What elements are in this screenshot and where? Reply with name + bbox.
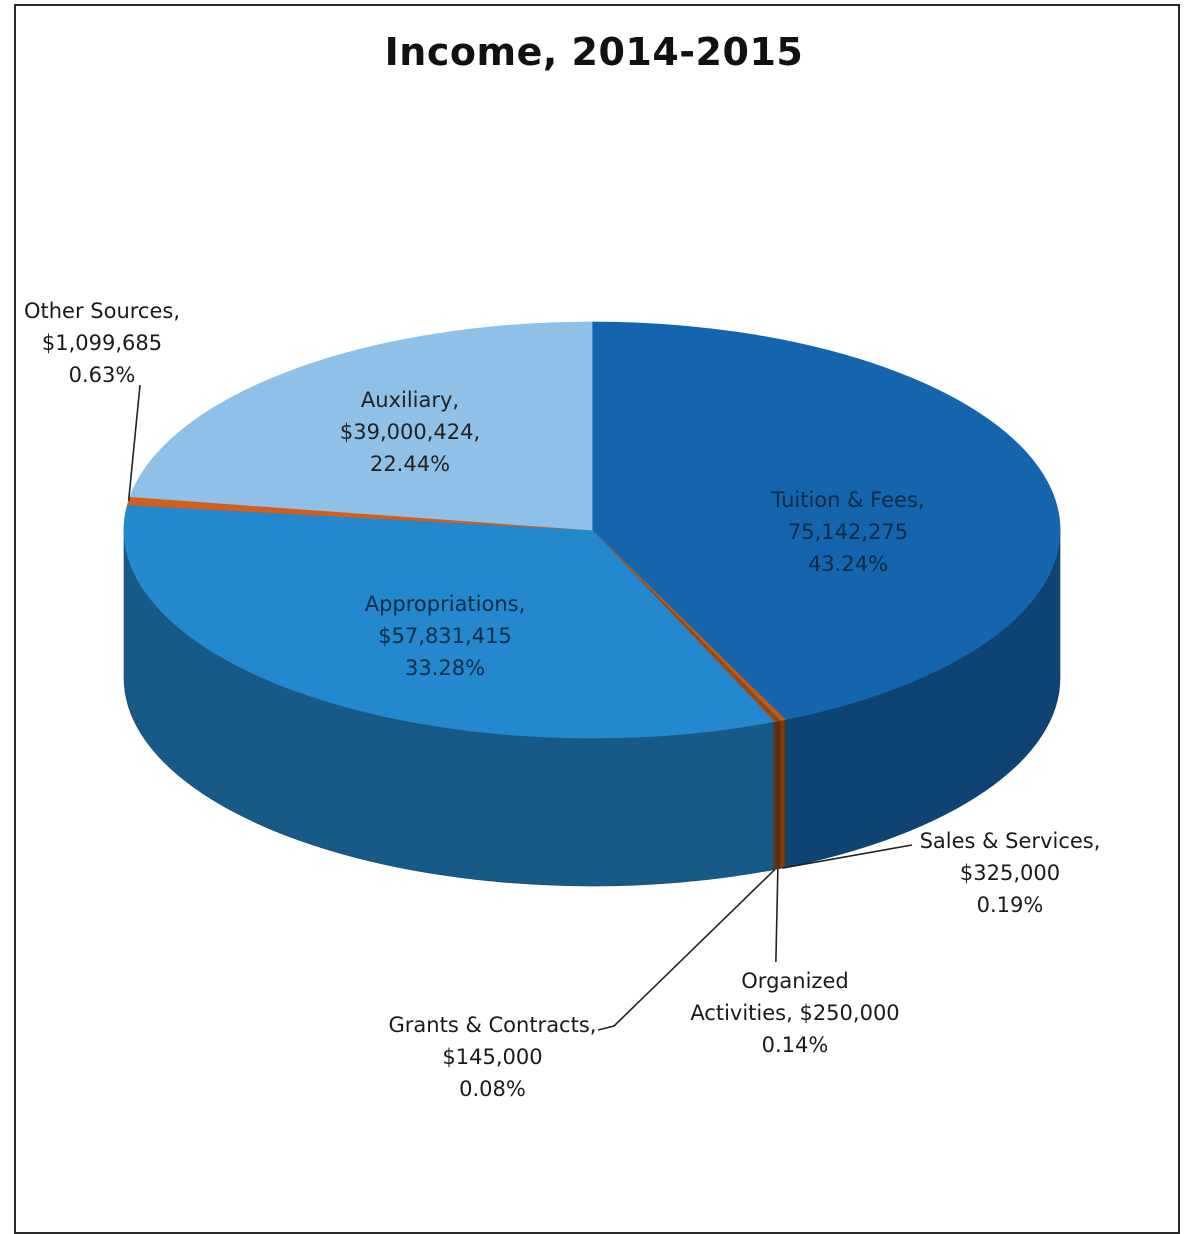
label-tuition-fees-name: Tuition & Fees, <box>771 488 925 512</box>
label-sales-services-percent: 0.19% <box>976 893 1044 917</box>
label-other-sources-percent: 0.63% <box>68 363 136 387</box>
label-tuition-fees: Tuition & Fees, 75,142,275 43.24% <box>738 484 958 580</box>
leader-other-sources <box>127 384 141 501</box>
label-grants-contracts-name: Grants & Contracts, <box>388 1013 597 1037</box>
label-grants-contracts: Grants & Contracts, $145,000 0.08% <box>375 1009 610 1105</box>
chart-title: Income, 2014-2015 <box>384 30 804 74</box>
label-organized-activities-percent: 0.14% <box>761 1033 829 1057</box>
leader-organized-activities <box>775 868 779 963</box>
label-grants-contracts-percent: 0.08% <box>459 1077 526 1101</box>
label-tuition-fees-amount: 75,142,275 <box>787 520 909 544</box>
label-other-sources-name: Other Sources, <box>23 299 181 323</box>
label-appropriations: Appropriations, $57,831,415 33.28% <box>330 588 560 684</box>
pie-slice-auxiliary <box>129 321 593 531</box>
label-auxiliary-name: Auxiliary, <box>360 388 460 412</box>
label-sales-services: Sales & Services, $325,000 0.19% <box>905 825 1115 921</box>
label-organized-activities-name2: Activities, $250,000 <box>690 1001 900 1025</box>
label-auxiliary-percent: 22.44% <box>369 452 451 476</box>
pie-side-sales-services <box>779 719 786 869</box>
label-sales-services-name: Sales & Services, <box>919 829 1101 853</box>
label-tuition-fees-percent: 43.24% <box>807 552 889 576</box>
label-organized-activities: Organized Activities, $250,000 0.14% <box>675 965 915 1061</box>
label-other-sources-amount: $1,099,685 <box>41 331 163 355</box>
pie-side-grants-contracts <box>773 720 777 871</box>
label-sales-services-amount: $325,000 <box>959 861 1061 885</box>
pie-slice-appropriations <box>123 504 775 739</box>
label-auxiliary-amount: $39,000,424, <box>339 420 481 444</box>
pie-slice-tuition-fees <box>591 321 1061 720</box>
label-appropriations-name: Appropriations, <box>364 592 526 616</box>
label-grants-contracts-amount: $145,000 <box>442 1045 543 1069</box>
label-auxiliary: Auxiliary, $39,000,424, 22.44% <box>300 384 520 480</box>
label-organized-activities-name: Organized <box>741 969 849 993</box>
leader-sales-services <box>782 844 913 869</box>
pie-side-organized-activities <box>775 720 781 870</box>
label-appropriations-amount: $57,831,415 <box>378 624 512 648</box>
label-other-sources: Other Sources, $1,099,685 0.63% <box>12 295 192 391</box>
label-appropriations-percent: 33.28% <box>404 656 486 680</box>
leader-grants-contracts <box>597 868 776 1031</box>
